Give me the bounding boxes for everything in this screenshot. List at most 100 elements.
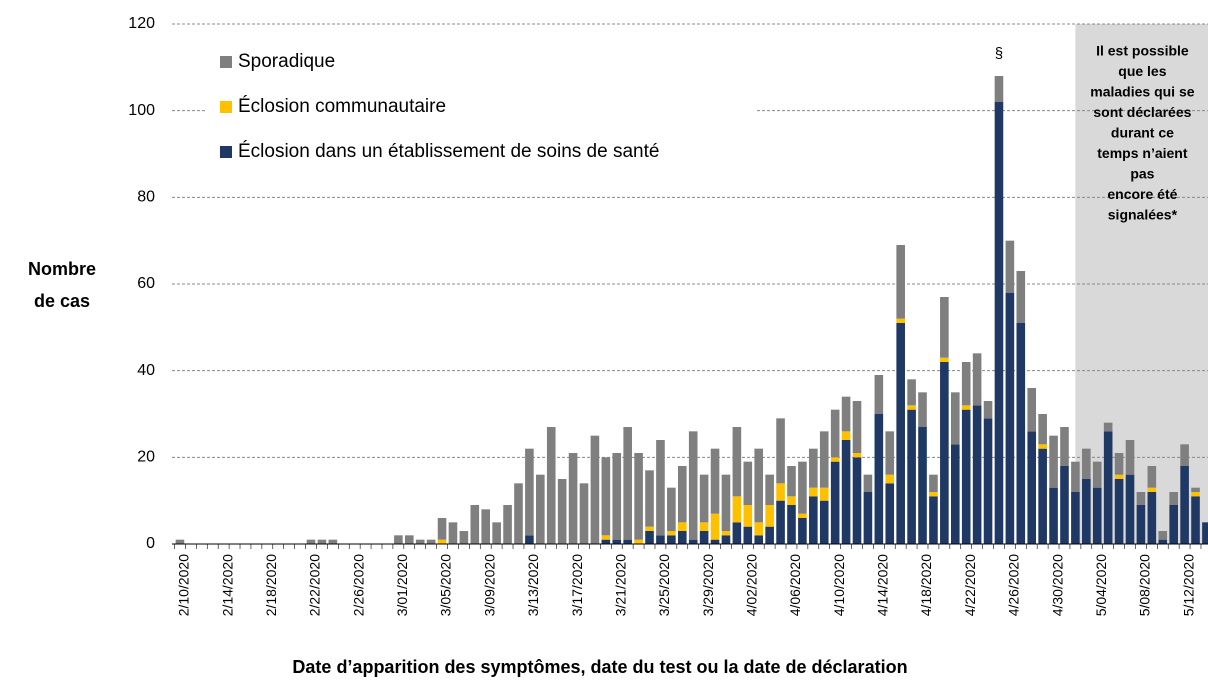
- bar-segment: [852, 401, 862, 453]
- bar-segment: [1147, 492, 1157, 544]
- bar-segment: [754, 448, 764, 523]
- reporting-lag-note: durant ce: [1111, 125, 1174, 141]
- bar-segment: [1092, 487, 1102, 544]
- bar-segment: [787, 466, 796, 497]
- bar-segment: [710, 448, 720, 514]
- bar-segment: [1016, 323, 1026, 544]
- reporting-lag-note: signalées*: [1108, 207, 1178, 223]
- reporting-lag-note: sont déclarées: [1093, 104, 1191, 120]
- bar-segment: [514, 483, 523, 544]
- bar-segment: [667, 487, 676, 531]
- bar-segment: [503, 505, 512, 544]
- bar-segment: [841, 431, 851, 440]
- bar-segment: [1158, 539, 1168, 544]
- bar-segment: [1103, 431, 1113, 544]
- bar-segment: [601, 457, 611, 536]
- bar-segment: [1082, 479, 1091, 544]
- x-tick-label: 3/25/2020: [656, 554, 672, 616]
- x-tick-label: 4/14/2020: [875, 554, 891, 616]
- reporting-lag-note: Il est possible: [1096, 43, 1189, 59]
- reporting-lag-note: que les: [1118, 63, 1166, 79]
- legend-swatch: [220, 56, 232, 68]
- bar-segment: [1136, 492, 1146, 505]
- bar-segment: [1071, 461, 1080, 492]
- reporting-lag-note: pas: [1130, 166, 1154, 182]
- bar-segment: [972, 353, 982, 406]
- bar-segment: [983, 401, 993, 419]
- bar-segment: [404, 535, 414, 544]
- peak-annotation: §: [995, 45, 1003, 62]
- y-tick-label: 100: [128, 102, 155, 119]
- bar-segment: [1103, 422, 1113, 432]
- bar-segment: [765, 526, 774, 544]
- bar-segment: [1136, 505, 1146, 544]
- reporting-lag-note: encore été: [1107, 186, 1177, 202]
- x-tick-label: 4/22/2020: [962, 554, 978, 616]
- bar-segment: [1180, 444, 1189, 466]
- bar-segment: [841, 440, 851, 544]
- bar-segment: [852, 453, 862, 458]
- bar-segment: [809, 448, 818, 488]
- bar-segment: [1114, 479, 1124, 544]
- bar-segment: [1169, 505, 1178, 544]
- bar-segment: [972, 405, 982, 544]
- bar-segment: [1049, 487, 1058, 544]
- bar-segment: [765, 474, 774, 505]
- bar-segment: [1060, 427, 1069, 466]
- bar-segment: [841, 396, 851, 432]
- bar-segment: [492, 522, 501, 544]
- bar-segment: [918, 427, 927, 544]
- bar-segment: [1005, 240, 1015, 293]
- legend-swatch: [220, 146, 232, 158]
- bar-segment: [415, 539, 425, 544]
- bar-segment: [787, 496, 796, 505]
- bar-segment: [525, 448, 534, 536]
- bar-segment: [1038, 448, 1047, 544]
- bar-segment: [634, 539, 643, 544]
- bar-segment: [645, 526, 654, 531]
- x-tick-label: 4/18/2020: [918, 554, 934, 616]
- x-tick-label: 5/12/2020: [1180, 554, 1196, 616]
- bar-segment: [907, 405, 916, 410]
- bar-segment: [721, 535, 731, 544]
- y-axis-label: de cas: [34, 291, 90, 311]
- bar-segment: [1114, 474, 1124, 479]
- bar-segment: [481, 509, 491, 544]
- bar-segment: [437, 518, 447, 540]
- bar-segment: [656, 535, 665, 544]
- bar-segment: [819, 431, 829, 488]
- bar-segment: [929, 474, 938, 492]
- bar-segment: [667, 531, 676, 536]
- bar-segment: [1158, 531, 1168, 540]
- bar-segment: [863, 492, 873, 544]
- legend-label: Éclosion dans un établissement de soins …: [238, 141, 659, 162]
- y-tick-label: 40: [137, 362, 155, 379]
- bar-segment: [929, 496, 938, 544]
- bar-segment: [754, 535, 764, 544]
- bar-segment: [819, 487, 829, 501]
- bar-segment: [787, 505, 796, 544]
- bar-segment: [940, 297, 949, 358]
- bar-segment: [317, 539, 327, 544]
- bar-segment: [677, 466, 687, 523]
- bar-segment: [568, 453, 578, 544]
- bar-segment: [1147, 487, 1157, 492]
- bar-segment: [961, 362, 971, 406]
- x-tick-label: 2/18/2020: [263, 554, 279, 616]
- bar-segment: [950, 444, 960, 544]
- bar-segment: [721, 474, 731, 531]
- x-tick-label: 3/21/2020: [612, 554, 628, 616]
- bar-segment: [645, 531, 654, 544]
- bar-segment: [721, 531, 731, 536]
- bar-segment: [1082, 448, 1091, 479]
- bar-segment: [929, 492, 938, 497]
- bar-segment: [1027, 388, 1037, 432]
- y-tick-label: 0: [146, 535, 155, 552]
- bar-segment: [896, 323, 905, 544]
- bar-segment: [743, 526, 753, 544]
- bar-segment: [699, 474, 709, 523]
- bar-segment: [819, 500, 829, 544]
- x-tick-label: 3/01/2020: [394, 554, 410, 616]
- bar-segment: [896, 318, 905, 323]
- bar-segment: [525, 535, 534, 544]
